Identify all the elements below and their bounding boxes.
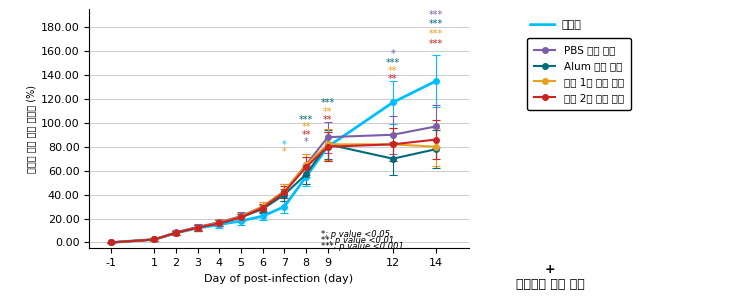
Text: 미투여: 미투여 bbox=[562, 20, 582, 30]
Text: **: ** bbox=[323, 107, 333, 117]
Text: **: ** bbox=[301, 130, 311, 140]
Text: ***: *** bbox=[429, 29, 443, 39]
Text: ***: *** bbox=[299, 115, 313, 125]
Text: **: ** bbox=[388, 66, 397, 76]
Text: ***: *** bbox=[429, 19, 443, 29]
Text: **: ** bbox=[388, 75, 397, 85]
Y-axis label: 접종일 대비 무게 증가율 (%): 접종일 대비 무게 증가율 (%) bbox=[27, 85, 36, 173]
Text: ***: *** bbox=[321, 98, 335, 108]
Text: *; p value <0.05,: *; p value <0.05, bbox=[321, 230, 393, 239]
Text: **: ** bbox=[323, 115, 333, 125]
Text: *: * bbox=[282, 140, 286, 150]
Text: *: * bbox=[282, 148, 286, 158]
Legend: PBS 접종 혈청, Alum 접종 혈청, 백신 1차 접종 혈청, 백신 2차 접종 혈청: PBS 접종 혈청, Alum 접종 혈청, 백신 1차 접종 혈청, 백신 2… bbox=[527, 38, 631, 110]
X-axis label: Day of post-infection (day): Day of post-infection (day) bbox=[205, 274, 353, 284]
Text: *: * bbox=[304, 137, 309, 147]
Text: **: ** bbox=[301, 122, 311, 132]
Text: ***; p value <0.001: ***; p value <0.001 bbox=[321, 242, 404, 251]
Text: ***: *** bbox=[429, 38, 443, 48]
Text: **; p value <0.01,: **; p value <0.01, bbox=[321, 236, 397, 245]
Text: +
바이러스 혼합 투여: + 바이러스 혼합 투여 bbox=[516, 263, 585, 291]
Text: ***: *** bbox=[429, 10, 443, 20]
Text: ***: *** bbox=[385, 58, 400, 68]
Text: *: * bbox=[391, 49, 395, 59]
